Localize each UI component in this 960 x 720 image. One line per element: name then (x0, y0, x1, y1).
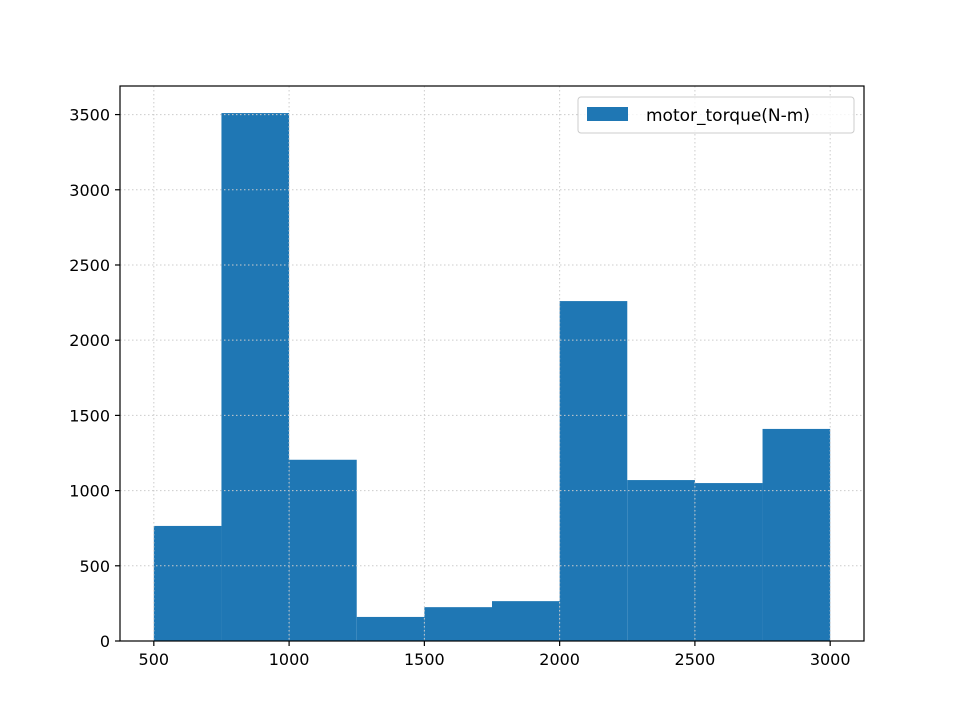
histogram-bar (424, 607, 492, 641)
axes-frame (119, 85, 865, 642)
histogram-bar (762, 428, 831, 641)
legend-box (577, 96, 855, 134)
x-tick-label: 2000 (539, 650, 580, 669)
histogram-bar (356, 616, 425, 641)
x-axis-ticks: 500 1000 1500 2000 2500 3000 (139, 641, 851, 669)
y-tick-label: 2000 (69, 331, 110, 350)
y-tick-label: 3500 (69, 106, 110, 125)
y-tick-label: 0 (100, 632, 110, 651)
y-tick-label: 1500 (69, 406, 110, 425)
histogram-bar (289, 459, 357, 641)
legend-label: motor_torque(N-m) (646, 106, 810, 126)
legend: motor_torque(N-m) (577, 96, 855, 134)
y-tick-label: 2500 (69, 256, 110, 275)
histogram-bar (221, 113, 290, 641)
y-axis-ticks: 0 500 1000 1500 2000 2500 3000 3500 (69, 106, 120, 651)
histogram-bar (559, 301, 628, 641)
histogram-bar (153, 525, 222, 641)
x-tick-label: 2500 (675, 650, 716, 669)
histogram-bar (492, 601, 560, 641)
x-tick-label: 1000 (269, 650, 310, 669)
legend-swatch (587, 107, 628, 121)
y-tick-label: 1000 (69, 482, 110, 501)
bars (153, 113, 831, 641)
x-tick-label: 3000 (810, 650, 851, 669)
y-tick-label: 3000 (69, 181, 110, 200)
histogram-bar (627, 480, 695, 641)
y-tick-label: 500 (79, 557, 110, 576)
histogram-bar (694, 483, 763, 641)
x-tick-label: 1500 (404, 650, 445, 669)
x-tick-label: 500 (139, 650, 170, 669)
